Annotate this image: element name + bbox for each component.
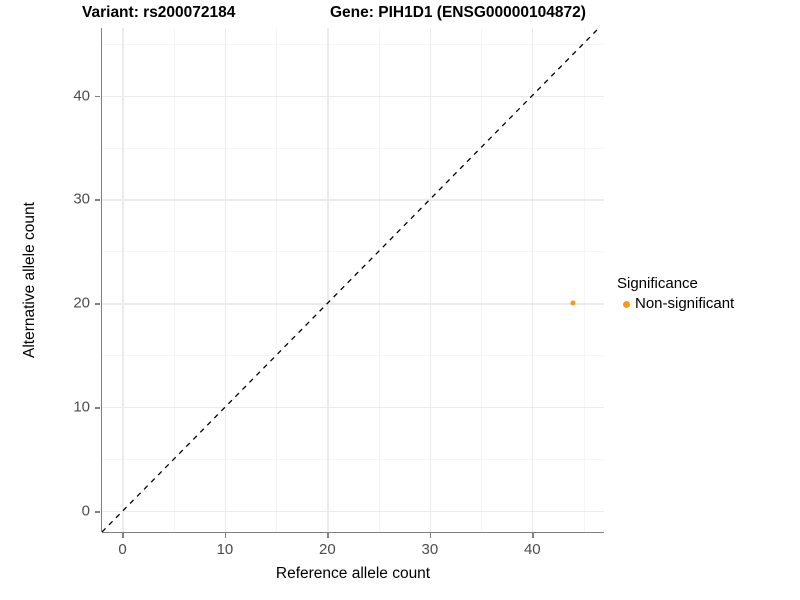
y-tick-label: 20 <box>73 294 90 312</box>
gridline-major-vertical <box>224 28 227 532</box>
x-tick-mark <box>327 533 329 538</box>
gridline-major-horizontal <box>102 95 604 97</box>
x-tick-label: 40 <box>523 541 541 558</box>
y-tick-mark <box>95 303 100 305</box>
gene-title: Gene: PIH1D1 (ENSG00000104872) <box>330 4 586 21</box>
x-tick-mark <box>532 533 534 538</box>
y-axis-line <box>100 28 102 532</box>
y-tick-mark <box>95 511 100 513</box>
x-axis-title: Reference allele count <box>275 565 431 582</box>
legend-item-non-significant[interactable]: Non-significant <box>617 295 734 313</box>
gridline-minor-vertical <box>481 28 483 532</box>
x-tick-mark <box>429 533 432 538</box>
gridline-major-vertical <box>327 28 329 532</box>
gridline-minor-vertical <box>378 28 380 532</box>
gridline-major-horizontal <box>102 303 604 305</box>
gridline-minor-vertical <box>276 28 278 532</box>
x-tick-label: 30 <box>421 541 439 558</box>
y-tick-mark <box>95 199 100 201</box>
gridline-minor-horizontal <box>102 147 604 149</box>
x-tick-label: 20 <box>319 541 336 558</box>
gridline-minor-horizontal <box>102 251 604 253</box>
x-tick-mark <box>122 533 124 538</box>
gridline-minor-horizontal <box>102 355 604 357</box>
data-point[interactable] <box>570 300 576 306</box>
y-tick-mark <box>95 95 100 97</box>
x-tick-label: 0 <box>118 541 127 558</box>
plot-panel <box>102 28 604 532</box>
gridline-major-horizontal <box>102 511 604 513</box>
gridline-major-vertical <box>429 28 432 532</box>
gridline-major-horizontal <box>102 199 604 201</box>
gridline-minor-horizontal <box>102 459 604 461</box>
gridline-major-vertical <box>122 28 124 532</box>
identity-reference-line <box>102 28 604 532</box>
y-tick-label: 10 <box>73 398 90 416</box>
legend-title: Significance <box>617 275 698 292</box>
y-tick-label: 40 <box>73 87 90 105</box>
y-axis-title: Alternative allele count <box>21 202 38 358</box>
gridline-major-vertical <box>532 28 534 532</box>
gridline-major-horizontal <box>102 407 604 409</box>
legend: Significance Non-significant <box>617 275 734 313</box>
gridline-minor-horizontal <box>102 43 604 45</box>
title-row: Variant: rs200072184 Gene: PIH1D1 (ENSG0… <box>0 4 800 26</box>
y-tick-label: 0 <box>81 502 90 520</box>
legend-swatch-icon <box>617 295 635 313</box>
x-tick-mark <box>224 533 227 538</box>
y-tick-label: 30 <box>73 190 90 208</box>
gridline-minor-vertical <box>173 28 175 532</box>
x-axis-line <box>102 532 604 534</box>
y-tick-mark <box>95 407 100 409</box>
variant-title: Variant: rs200072184 <box>82 4 236 21</box>
x-tick-label: 10 <box>216 541 234 558</box>
legend-item-label: Non-significant <box>635 295 735 312</box>
gridline-minor-vertical <box>583 28 585 532</box>
